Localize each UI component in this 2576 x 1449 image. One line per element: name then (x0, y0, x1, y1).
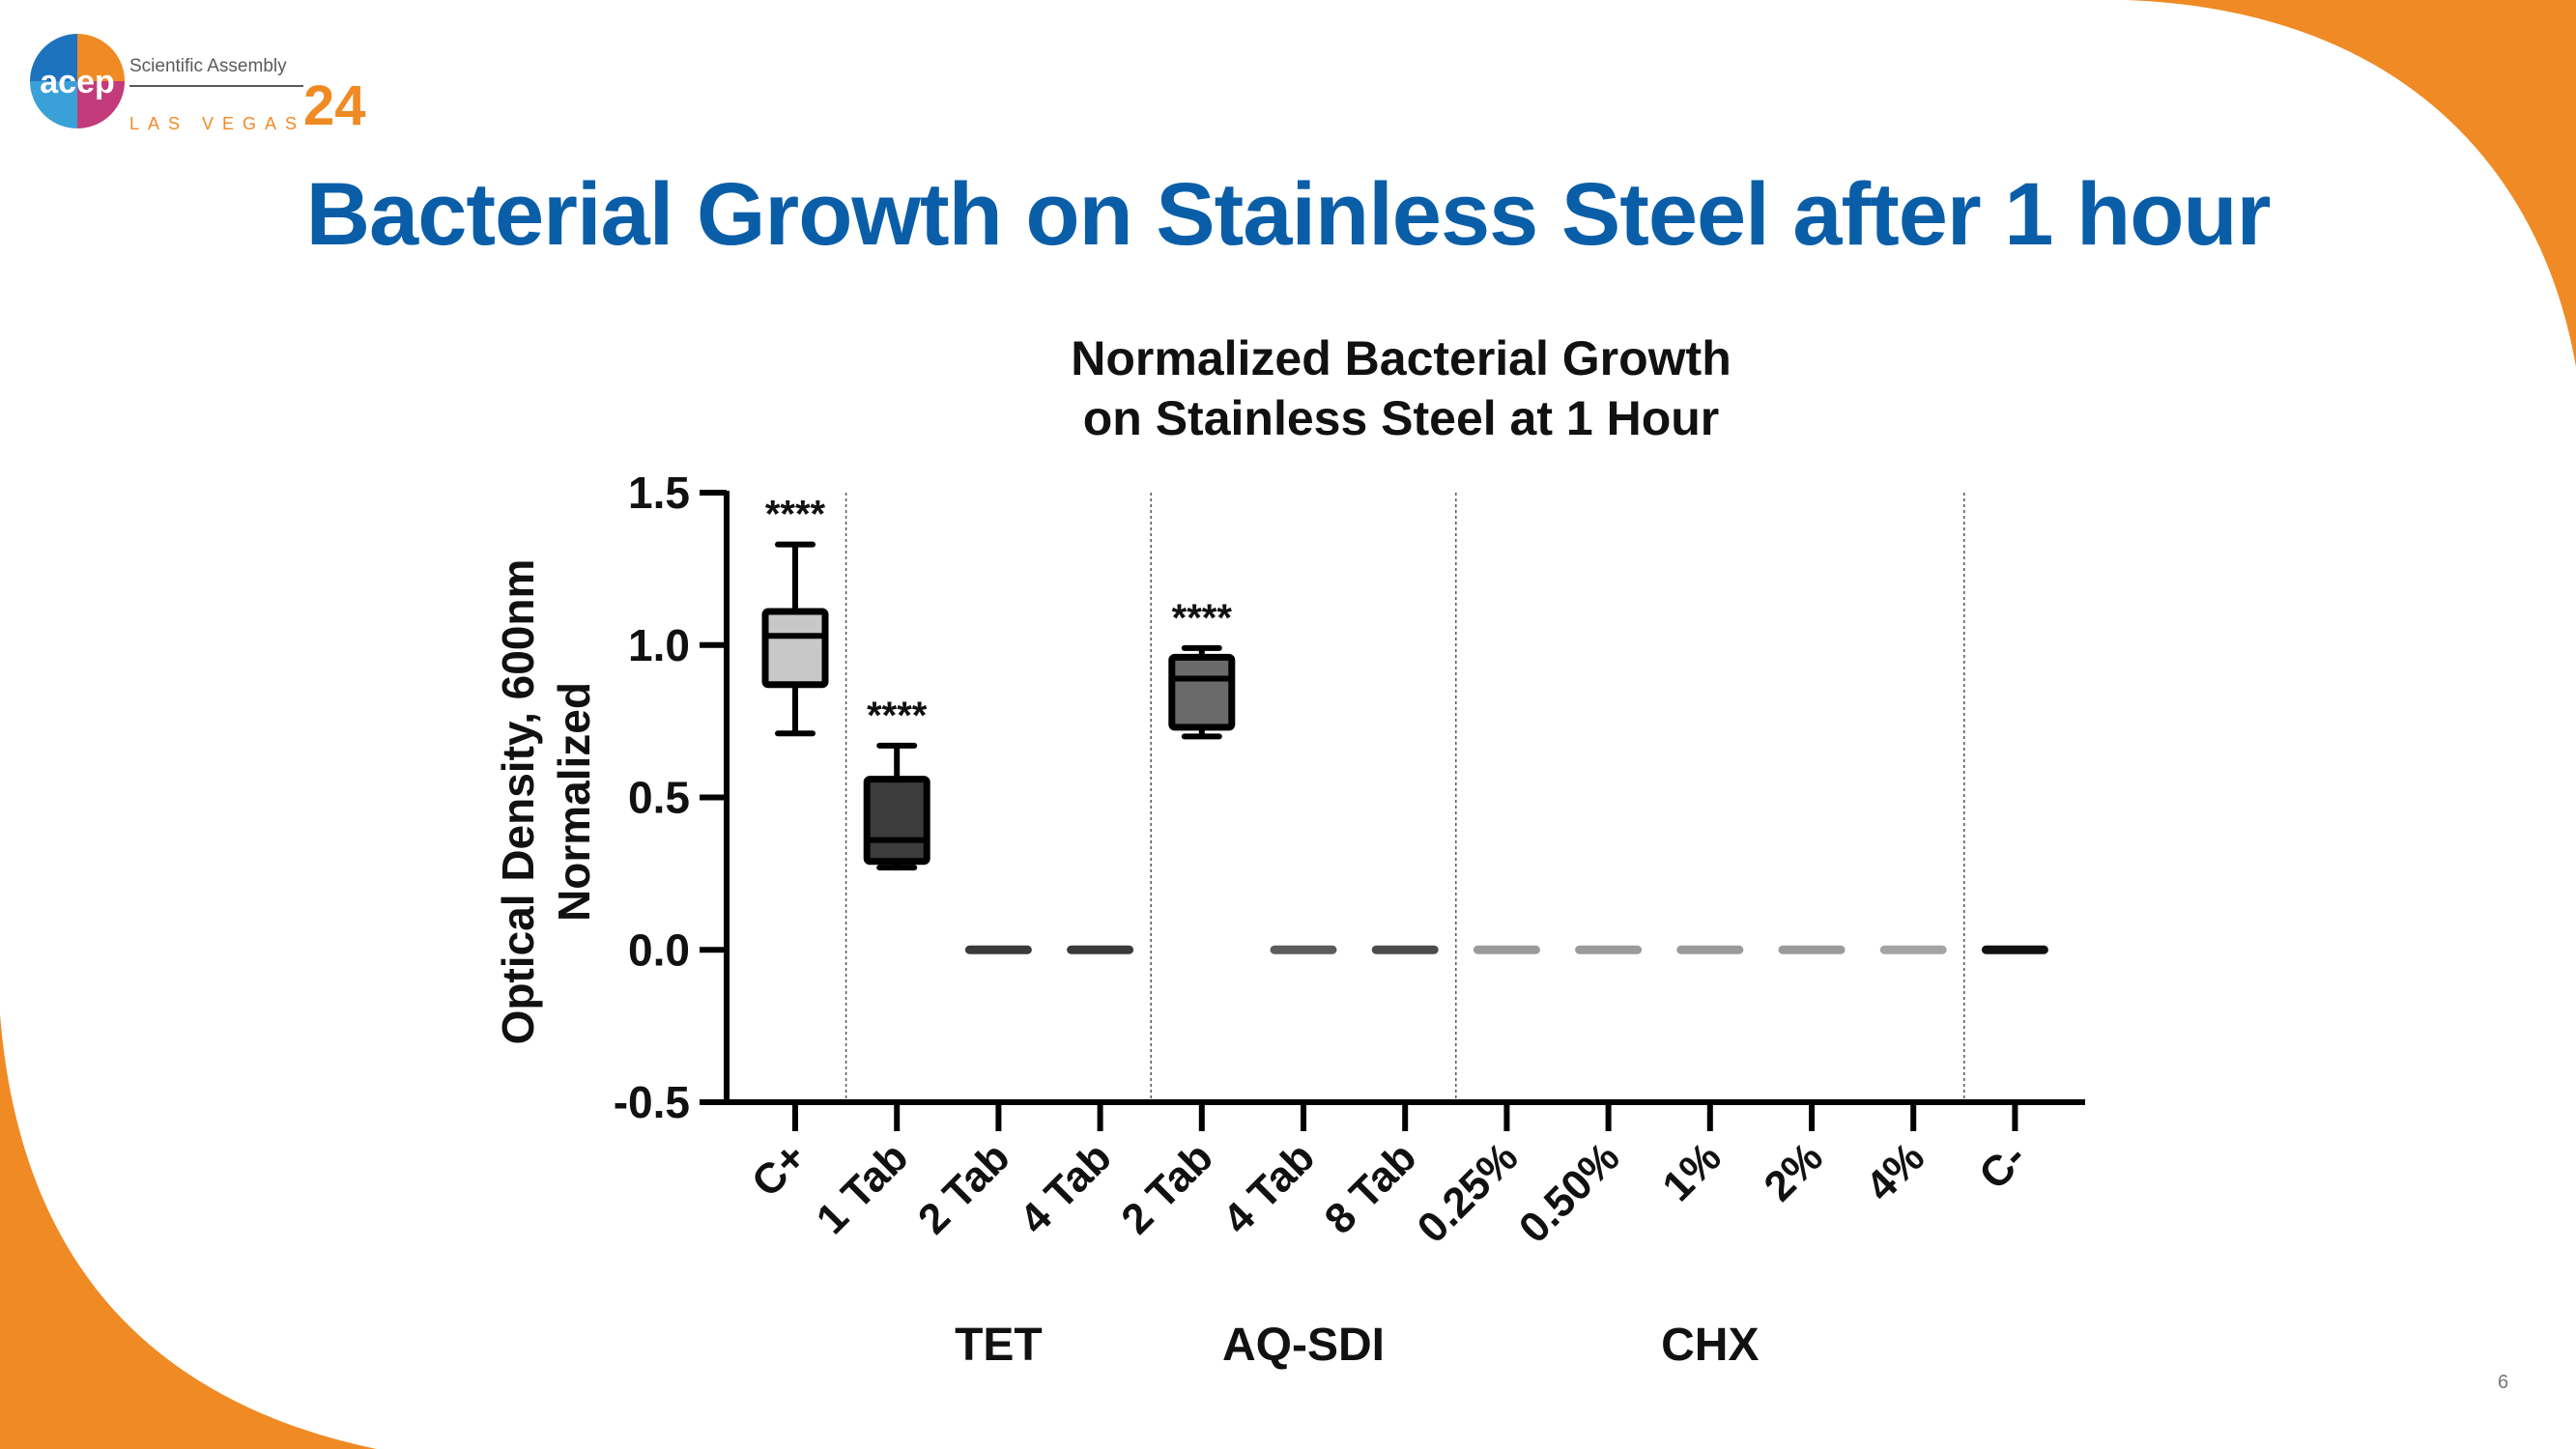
x-tick-label-1: 1 Tab (808, 1133, 918, 1243)
logo-subtitle: Scientific Assembly (129, 56, 287, 76)
acep-logo: acep Scientific Assembly LAS VEGAS 24 (27, 31, 366, 137)
x-tick-label-9: 1% (1653, 1133, 1731, 1210)
bottom-left-orange-corner (0, 1014, 377, 1449)
x-tick-label-0: C+ (743, 1133, 816, 1206)
logo-year: 24 (303, 74, 366, 137)
slide-title: Bacterial Growth on Stainless Steel afte… (305, 165, 2272, 264)
significance-label-0: **** (765, 494, 826, 536)
chart-title-line-1: Normalized Bacterial Growth (1071, 331, 1732, 385)
x-tick-label-6: 8 Tab (1316, 1133, 1426, 1243)
significance-label-4: **** (1172, 597, 1233, 639)
y-tick-label-3: 0.0 (628, 924, 690, 975)
acep-globe-icon: acep (28, 32, 127, 130)
x-tick-label-10: 2% (1755, 1133, 1832, 1210)
x-tick-label-4: 2 Tab (1112, 1133, 1222, 1243)
box-4 (1168, 653, 1236, 731)
y-tick-label-4: -0.5 (614, 1077, 690, 1127)
x-tick-label-12: C- (1970, 1133, 2035, 1198)
x-tick-label-7: 0.25% (1409, 1133, 1528, 1252)
page-number: 6 (2498, 1372, 2509, 1393)
group-label-chx: CHX (1661, 1320, 1759, 1371)
x-tick-label-5: 4 Tab (1214, 1133, 1324, 1243)
chart-title: Normalized Bacterial Growth on Stainless… (966, 328, 1836, 448)
x-tick-label-3: 4 Tab (1011, 1133, 1121, 1243)
x-tick-label-2: 2 Tab (909, 1133, 1019, 1243)
significance-label-1: **** (867, 695, 928, 737)
box-1 (863, 776, 930, 866)
group-label-aq-sdi: AQ-SDI (1222, 1320, 1385, 1371)
y-tick-label-1: 1.0 (628, 620, 690, 670)
logo-divider (129, 85, 303, 87)
box-0 (761, 608, 829, 689)
x-tick-label-8: 0.50% (1510, 1133, 1629, 1252)
group-label-tet: TET (955, 1320, 1043, 1371)
logo-city: LAS VEGAS (129, 114, 306, 133)
x-tick-label-11: 4% (1857, 1133, 1934, 1210)
chart-title-line-2: on Stainless Steel at 1 Hour (1082, 391, 1720, 445)
y-tick-label-0: 1.5 (628, 468, 690, 518)
y-tick-label-2: 0.5 (628, 773, 690, 823)
logo-brand-text: acep (40, 64, 115, 100)
top-right-orange-corner (2126, 0, 2576, 367)
